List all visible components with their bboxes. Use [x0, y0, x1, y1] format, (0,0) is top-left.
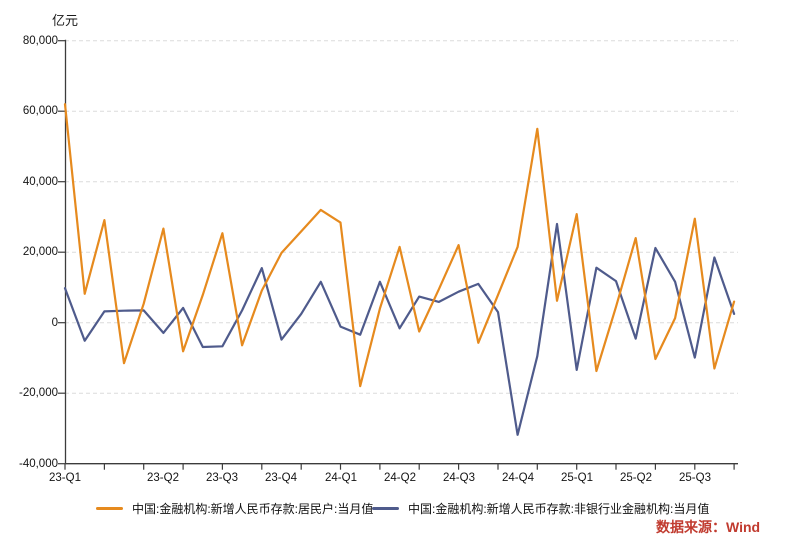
nonbank-series-label: 中国:金融机构:新增人民币存款:非银行业金融机构:当月值 [408, 502, 710, 516]
x-axis-tick-label: 25-Q3 [679, 472, 711, 484]
y-axis-tick-label: -40,000 [18, 458, 58, 470]
y-axis-tick-label: 40,000 [22, 176, 58, 188]
x-axis-tick-label: 25-Q1 [561, 472, 593, 484]
legend-item-nonbank: 中国:金融机构:新增人民币存款:非银行业金融机构:当月值 [372, 500, 709, 517]
household-series-line [63, 103, 736, 388]
legend-item-household: 中国:金融机构:新增人民币存款:居民户:当月值 [96, 500, 373, 517]
x-axis-tick-label: 23-Q4 [265, 472, 297, 484]
y-axis-tick-label: 80,000 [22, 35, 58, 47]
household-series-label: 中国:金融机构:新增人民币存款:居民户:当月值 [132, 502, 374, 516]
x-axis-tick-label: 23-Q2 [147, 472, 179, 484]
x-axis-tick-label: 23-Q1 [49, 472, 81, 484]
y-axis-tick-label: 60,000 [22, 105, 58, 117]
chart-canvas: 亿元 80,000 60,000 40,000 20,000 0 -20,000 -40,0… [18, 13, 760, 535]
x-axis-tick-label: 24-Q2 [384, 472, 416, 484]
y-axis-unit-label: 亿元 [52, 13, 79, 28]
nonbank-series-swatch-icon [372, 507, 399, 510]
nonbank-series-line [63, 222, 736, 436]
line-chart [58, 39, 738, 470]
x-axis-tick-label: 24-Q4 [502, 472, 534, 484]
x-axis-tick-label: 24-Q1 [325, 472, 357, 484]
x-axis-tick-label: 25-Q2 [620, 472, 652, 484]
x-axis-tick-label: 23-Q3 [206, 472, 238, 484]
y-axis-tick-label: 0 [51, 317, 58, 329]
data-source-note: 数据来源：Wind [656, 519, 761, 535]
household-series-swatch-icon [96, 507, 123, 510]
x-axis-tick-label: 24-Q3 [443, 472, 475, 484]
y-axis-tick-label: 20,000 [22, 246, 58, 258]
y-axis-tick-label: -20,000 [18, 387, 58, 399]
